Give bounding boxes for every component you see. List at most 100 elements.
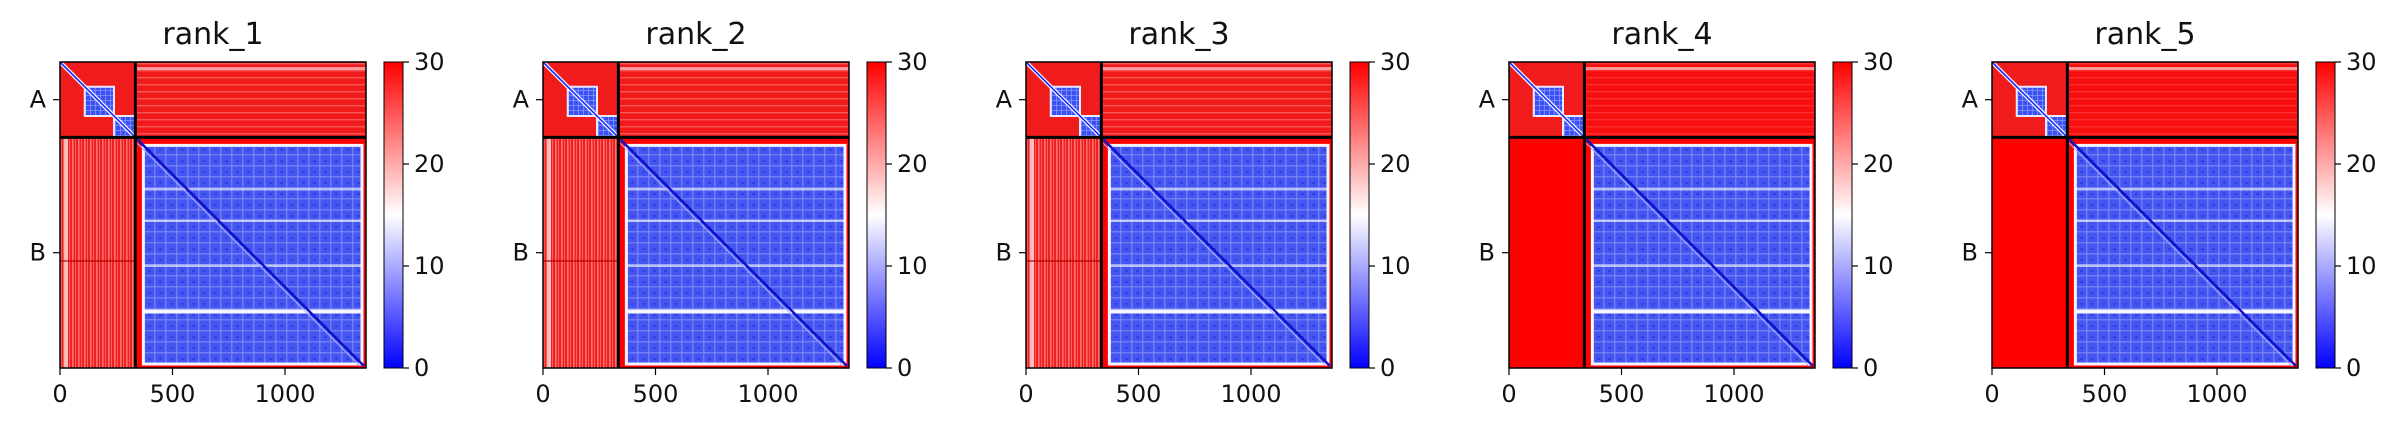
y-tick-label: B	[1962, 239, 1978, 267]
colorbar-tick-label: 30	[2346, 48, 2377, 76]
colorbar-tick-label: 0	[1863, 354, 1878, 382]
x-tick-label: 500	[2082, 380, 2128, 408]
b-band	[2075, 219, 2294, 222]
b-band	[143, 188, 362, 191]
panel-title: rank_1	[162, 17, 263, 52]
y-tick-label: A	[1479, 86, 1496, 114]
streak-dark-line	[60, 260, 136, 262]
streak-highlight	[547, 137, 551, 368]
ab-top-line	[1101, 67, 1332, 70]
streak-highlight	[1030, 137, 1034, 368]
chain-b-diagonal-edge	[2069, 143, 2293, 367]
chain-a-diagonal	[1509, 62, 1584, 137]
colorbar-tick-label: 30	[1863, 48, 1894, 76]
colorbar: 0 10 20 30	[1832, 48, 1894, 382]
b-band	[1592, 219, 1811, 222]
colorbar-tick-label: 20	[414, 150, 445, 178]
ab-top-line	[135, 67, 366, 70]
chain-b-diagonal	[136, 138, 365, 367]
streak-dark-line	[543, 260, 619, 262]
colorbar-tick-label: 0	[2346, 354, 2361, 382]
y-tick-label: B	[513, 239, 529, 267]
panel-4: rank_4 A B 0 500 1000 0 10 20 30	[1479, 17, 1894, 408]
x-tick-label: 0	[1501, 380, 1516, 408]
chain-b-diagonal-edge	[137, 143, 361, 367]
colorbar: 0 10 20 30	[383, 48, 445, 382]
heatmap-frame	[542, 61, 850, 369]
colorbar-tick-label: 0	[1380, 354, 1395, 382]
chain-b-diagonal-edge	[1103, 143, 1327, 367]
chain-b-diagonal-edge	[1586, 143, 1810, 367]
inter-chain-block-ab	[135, 62, 366, 138]
inter-chain-block-ba	[1026, 137, 1102, 368]
x-tick-label: 1000	[1703, 380, 1764, 408]
x-tick-label: 500	[633, 380, 679, 408]
inter-chain-block-ab	[1101, 62, 1332, 138]
colorbar-tick-label: 10	[1380, 252, 1411, 280]
y-tick-label: A	[996, 86, 1013, 114]
inter-chain-block-ba	[1992, 137, 2068, 368]
chain-a-diagonal	[543, 62, 618, 137]
panel-5: rank_5 A B 0 500 1000 0 10 20 30	[1962, 17, 2377, 408]
b-band	[626, 188, 845, 191]
panel-3: rank_3 A B 0 500 1000 0 10 20 30	[996, 17, 1411, 408]
heatmap-frame	[1508, 61, 1816, 369]
b-band	[143, 219, 362, 222]
panel-title: rank_2	[645, 17, 746, 52]
panel-title: rank_5	[2094, 17, 2195, 52]
x-tick-label: 0	[52, 380, 67, 408]
chain-b-diagonal-edge	[620, 143, 844, 367]
y-tick-label: A	[30, 86, 47, 114]
b-band	[1109, 309, 1328, 314]
x-tick-label: 1000	[737, 380, 798, 408]
chain-b-diagonal	[1102, 138, 1331, 367]
pae-heatmap	[59, 61, 367, 369]
inter-chain-block-ba	[543, 137, 619, 368]
colorbar: 0 10 20 30	[2315, 48, 2377, 382]
inter-chain-block-ab	[1584, 62, 1815, 138]
colorbar-strip	[1832, 61, 1853, 369]
ab-top-line	[618, 67, 849, 70]
colorbar-tick-label: 30	[414, 48, 445, 76]
inter-chain-block-ba	[1509, 137, 1585, 368]
pae-heatmap	[1508, 61, 1816, 369]
panel-2: rank_2 A B 0 500 1000 0 10 20 30	[513, 17, 928, 408]
pae-heatmap	[1991, 61, 2299, 369]
colorbar: 0 10 20 30	[866, 48, 928, 382]
ab-top-line	[1584, 67, 1815, 70]
heatmap-frame	[1991, 61, 2299, 369]
pae-heatmap	[542, 61, 850, 369]
y-tick-label: B	[30, 239, 46, 267]
colorbar: 0 10 20 30	[1349, 48, 1411, 382]
x-tick-label: 0	[535, 380, 550, 408]
chain-a-diagonal	[1992, 62, 2067, 137]
colorbar-tick-label: 20	[2346, 150, 2377, 178]
b-band	[2075, 264, 2294, 267]
y-tick-label: A	[1962, 86, 1979, 114]
x-tick-label: 500	[150, 380, 196, 408]
colorbar-tick-label: 10	[414, 252, 445, 280]
chain-b-diagonal	[619, 138, 848, 367]
y-tick-label: B	[996, 239, 1012, 267]
b-band	[1592, 188, 1811, 191]
pae-heatmap	[1025, 61, 1333, 369]
colorbar-strip	[1349, 61, 1370, 369]
b-band	[1592, 264, 1811, 267]
x-tick-label: 1000	[2186, 380, 2247, 408]
chain-a-diagonal	[60, 62, 135, 137]
heatmap-frame	[1025, 61, 1333, 369]
x-tick-label: 1000	[1220, 380, 1281, 408]
streak-dark-line	[1026, 260, 1102, 262]
b-band	[1109, 219, 1328, 222]
chain-a-diagonal	[1026, 62, 1101, 137]
colorbar-strip	[866, 61, 887, 369]
x-tick-label: 0	[1018, 380, 1033, 408]
y-tick-label: B	[1479, 239, 1495, 267]
inter-chain-block-ba	[60, 137, 136, 368]
b-band	[626, 264, 845, 267]
b-band	[1109, 264, 1328, 267]
b-band	[2075, 309, 2294, 314]
inter-chain-block-ab	[618, 62, 849, 138]
